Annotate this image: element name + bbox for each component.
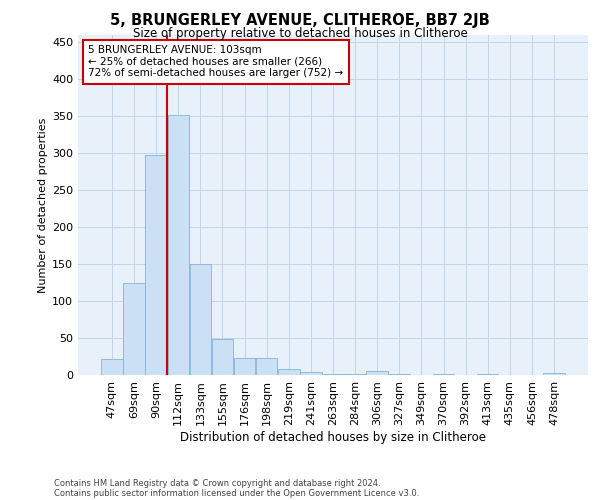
Bar bbox=[123, 282, 145, 375]
X-axis label: Distribution of detached houses by size in Clitheroe: Distribution of detached houses by size … bbox=[180, 430, 486, 444]
Text: Size of property relative to detached houses in Clitheroe: Size of property relative to detached ho… bbox=[133, 28, 467, 40]
Text: Contains public sector information licensed under the Open Government Licence v3: Contains public sector information licen… bbox=[54, 488, 419, 498]
Bar bbox=[234, 358, 255, 375]
Text: Contains HM Land Registry data © Crown copyright and database right 2024.: Contains HM Land Registry data © Crown c… bbox=[54, 478, 380, 488]
Bar bbox=[544, 373, 565, 375]
Text: 5, BRUNGERLEY AVENUE, CLITHEROE, BB7 2JB: 5, BRUNGERLEY AVENUE, CLITHEROE, BB7 2JB bbox=[110, 12, 490, 28]
Bar bbox=[212, 339, 233, 375]
Bar bbox=[367, 372, 388, 375]
Bar bbox=[477, 374, 499, 375]
Bar bbox=[344, 374, 366, 375]
Bar bbox=[101, 358, 122, 375]
Bar bbox=[433, 374, 454, 375]
Bar bbox=[322, 374, 344, 375]
Bar bbox=[167, 115, 189, 375]
Y-axis label: Number of detached properties: Number of detached properties bbox=[38, 118, 48, 292]
Bar bbox=[190, 264, 211, 375]
Bar bbox=[300, 372, 322, 375]
Bar bbox=[278, 369, 299, 375]
Bar bbox=[389, 374, 410, 375]
Bar bbox=[256, 358, 277, 375]
Bar bbox=[145, 156, 167, 375]
Text: 5 BRUNGERLEY AVENUE: 103sqm
← 25% of detached houses are smaller (266)
72% of se: 5 BRUNGERLEY AVENUE: 103sqm ← 25% of det… bbox=[88, 45, 343, 78]
